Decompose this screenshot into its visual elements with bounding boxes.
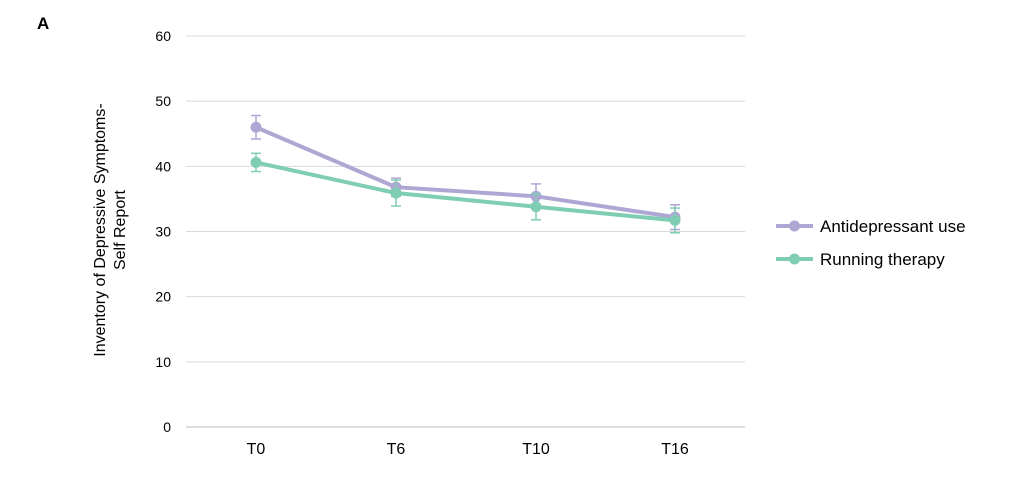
x-tick-label: T0 bbox=[247, 441, 266, 458]
y-tick-label: 20 bbox=[155, 289, 171, 305]
y-tick-label: 60 bbox=[155, 28, 171, 44]
series-group bbox=[250, 114, 681, 231]
y-tick-label: 30 bbox=[155, 224, 171, 240]
y-tick-label: 0 bbox=[163, 419, 171, 435]
x-axis-ticks: T0 T6 T10 T16 bbox=[247, 441, 689, 458]
gridlines bbox=[186, 35, 745, 428]
data-point bbox=[530, 201, 542, 213]
y-axis-label: Inventory of Depressive Symptoms- Self Re… bbox=[92, 103, 129, 356]
data-point bbox=[390, 187, 402, 199]
data-point bbox=[250, 156, 262, 168]
y-axis-ticks: 0 10 20 30 40 50 60 bbox=[155, 28, 171, 435]
series bbox=[250, 114, 681, 234]
legend-item[interactable]: Running therapy bbox=[776, 250, 945, 269]
x-tick-label: T10 bbox=[522, 441, 550, 458]
legend-label: Running therapy bbox=[820, 250, 945, 269]
y-tick-label: 40 bbox=[155, 158, 171, 174]
x-tick-label: T16 bbox=[661, 441, 689, 458]
y-tick-label: 50 bbox=[155, 93, 171, 109]
y-axis-label-line: Inventory of Depressive Symptoms- bbox=[92, 103, 109, 356]
series-line bbox=[255, 125, 676, 220]
data-point bbox=[250, 121, 262, 133]
y-tick-label: 10 bbox=[155, 354, 171, 370]
y-axis-label-line: Self Report bbox=[112, 189, 129, 270]
x-tick-label: T6 bbox=[387, 441, 406, 458]
legend-swatch-marker bbox=[789, 253, 800, 265]
legend-label: Antidepressant use bbox=[820, 217, 966, 236]
series-group bbox=[250, 152, 681, 234]
series-line bbox=[255, 160, 676, 223]
legend[interactable]: Antidepressant use Running therapy bbox=[776, 217, 966, 269]
legend-swatch-marker bbox=[789, 220, 800, 232]
data-point bbox=[669, 214, 681, 226]
panel-label: A bbox=[37, 14, 50, 33]
legend-item[interactable]: Antidepressant use bbox=[776, 217, 966, 236]
